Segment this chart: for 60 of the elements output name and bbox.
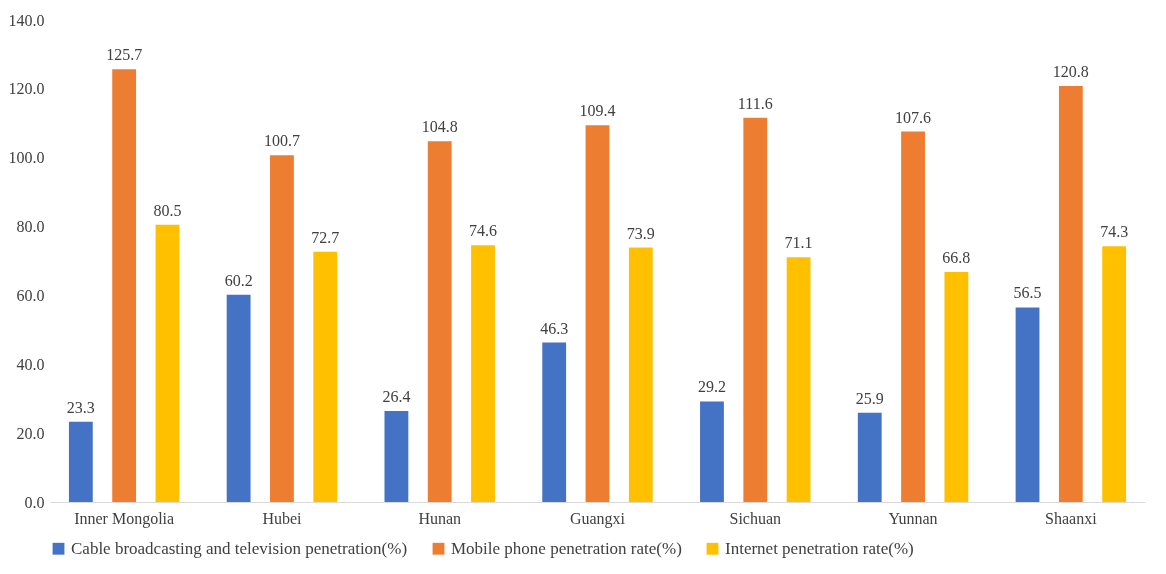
bar — [944, 272, 969, 502]
data-label: 80.5 — [153, 201, 182, 219]
data-label: 72.7 — [311, 228, 340, 246]
data-label: 100.7 — [263, 132, 300, 150]
x-tick-label: Guangxi — [569, 509, 626, 528]
bar — [1058, 86, 1083, 502]
x-tick-label: Hunan — [418, 509, 462, 527]
x-tick-label: Hubei — [262, 509, 303, 527]
bar — [786, 257, 811, 502]
bar — [384, 411, 409, 502]
data-label: 111.6 — [737, 94, 773, 112]
y-tick-label: 20.0 — [16, 424, 45, 442]
y-tick-label: 0.0 — [24, 493, 45, 511]
data-label: 66.8 — [942, 249, 971, 267]
data-label: 107.6 — [895, 108, 932, 126]
legend-label: Mobile phone penetration rate(%) — [451, 538, 682, 558]
legend-label: Internet penetration rate(%) — [725, 538, 914, 558]
data-label: 25.9 — [855, 389, 884, 407]
data-label: 71.1 — [784, 234, 813, 252]
x-tick-label: Sichuan — [729, 509, 782, 527]
data-label: 60.2 — [224, 271, 253, 289]
data-label: 26.4 — [382, 388, 411, 406]
bar — [155, 224, 180, 502]
bar — [427, 141, 452, 502]
x-tick-label: Shaanxi — [1045, 509, 1098, 527]
bar — [471, 245, 495, 502]
data-label: 109.4 — [579, 102, 616, 120]
bar — [743, 117, 768, 502]
bar — [313, 251, 338, 502]
legend-label: Cable broadcasting and television penetration(%) — [71, 538, 408, 558]
data-label: 125.7 — [106, 46, 143, 64]
bar — [1015, 307, 1040, 502]
y-tick-label: 100.0 — [8, 149, 45, 167]
data-label: 73.9 — [626, 224, 655, 242]
y-tick-label: 60.0 — [16, 286, 45, 304]
data-label: 56.5 — [1013, 284, 1042, 302]
x-tick-label: Inner Mongolia — [74, 509, 175, 528]
bar — [1102, 246, 1127, 502]
data-label: 23.3 — [66, 398, 95, 416]
bar — [112, 69, 137, 502]
bar — [628, 247, 653, 502]
bar — [901, 131, 925, 502]
bar — [270, 155, 294, 502]
bar — [585, 125, 610, 502]
y-tick-label: 40.0 — [16, 355, 45, 373]
bar — [542, 342, 567, 502]
bar — [226, 294, 251, 502]
bar — [700, 401, 724, 502]
bar — [68, 421, 93, 502]
data-label: 74.6 — [469, 222, 498, 240]
y-tick-label: 80.0 — [16, 218, 45, 236]
data-label: 120.8 — [1052, 63, 1089, 81]
data-label: 29.2 — [697, 378, 726, 396]
data-label: 46.3 — [540, 319, 569, 337]
data-label: 104.8 — [421, 118, 458, 136]
y-tick-label: 120.0 — [8, 80, 45, 98]
bar — [857, 412, 882, 502]
x-tick-label: Yunnan — [888, 509, 938, 527]
data-label: 74.3 — [1100, 223, 1129, 241]
y-tick-label: 140.0 — [8, 11, 45, 29]
